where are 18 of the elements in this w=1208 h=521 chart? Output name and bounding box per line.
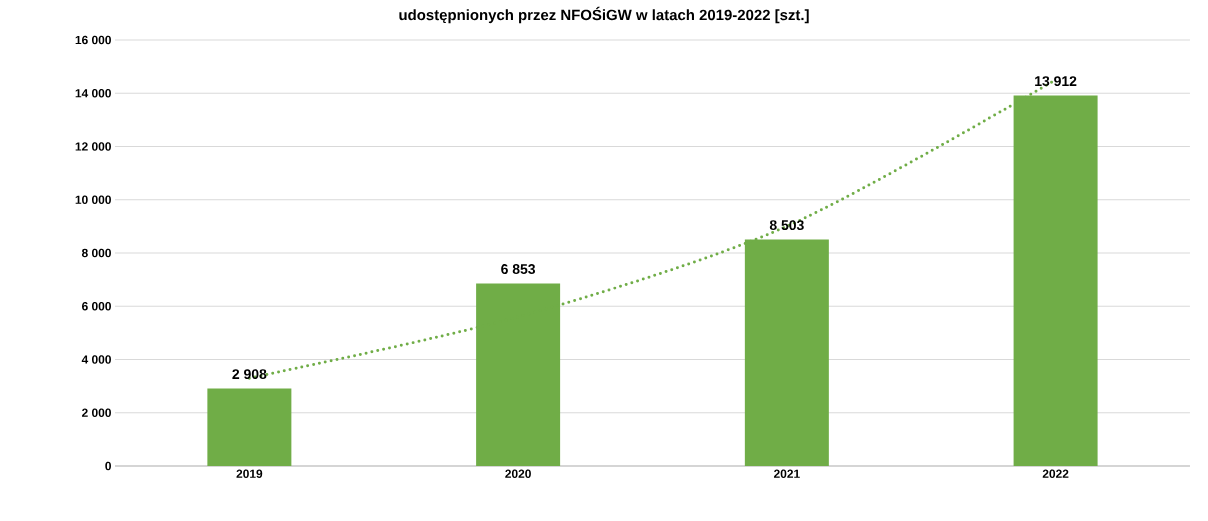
y-tick-label: 6 000 [82,302,111,311]
x-tick-label: 2019 [236,469,263,478]
data-label: 13 912 [1035,76,1077,87]
y-tick-label: 2 000 [81,408,111,417]
data-label: 6 853 [501,264,536,275]
y-tick-label: 4 000 [81,355,111,364]
bar [207,388,292,466]
x-tick-label: 2020 [505,469,531,478]
x-tick-label: 2022 [1042,469,1069,478]
chart-title: udostępnionych przez NFOŚiGW w latach 2019-2022 [szt.] [399,6,809,24]
y-tick-label: 14 000 [75,89,111,98]
y-tick-label: 10 000 [75,195,111,204]
y-tick-label: 16 000 [75,35,111,45]
data-label: 2 908 [232,369,267,380]
y-tick-label: 12 000 [75,142,111,151]
y-tick-label: 8 000 [81,248,111,258]
y-tick-label: 0 [105,461,111,471]
x-tick-label: 2021 [773,469,800,478]
